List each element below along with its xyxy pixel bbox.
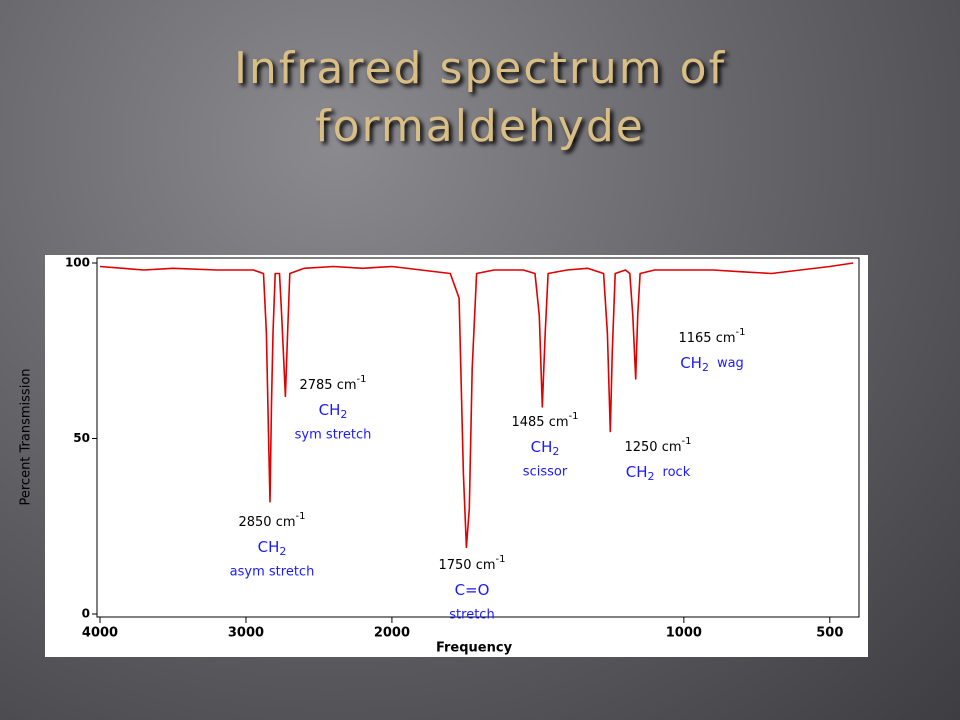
y-tick-label: 0 xyxy=(82,607,90,621)
vibration-mode: scissor xyxy=(523,465,568,480)
x-tick-label: 2000 xyxy=(374,626,410,641)
y-tick-label: 100 xyxy=(65,256,90,270)
x-tick-label: 4000 xyxy=(82,626,118,641)
group-formula: CH xyxy=(258,538,280,556)
x-tick-label: 1000 xyxy=(666,626,702,641)
peak-group: C=O xyxy=(455,581,490,599)
group-formula: C=O xyxy=(455,581,490,599)
peak-group: CH2 xyxy=(531,438,560,459)
peak-group: CH2 wag xyxy=(680,354,744,375)
peak-label: 2850 cm-1 xyxy=(238,511,305,530)
group-subscript: 2 xyxy=(648,470,655,483)
x-axis-label: Frequency xyxy=(436,641,513,656)
vibration-mode: asym stretch xyxy=(230,565,315,580)
x-tick-label: 3000 xyxy=(228,626,264,641)
peak-label: 1750 cm-1 xyxy=(438,554,505,573)
vibration-mode: sym stretch xyxy=(295,428,372,443)
peak-unit-exponent: -1 xyxy=(357,374,367,385)
peak-group: CH2 rock xyxy=(626,463,691,484)
peak-frequency: 2785 cm xyxy=(299,378,356,393)
spectrum-line xyxy=(99,262,854,549)
peak-unit-exponent: -1 xyxy=(736,327,746,338)
peak-frequency: 1250 cm xyxy=(624,440,681,455)
slide-title: Infrared spectrum of formaldehyde xyxy=(0,40,960,156)
vibration-mode: stretch xyxy=(449,608,494,623)
peak-label: 2785 cm-1 xyxy=(299,374,366,393)
y-axis-label: Percent Transmission xyxy=(19,368,34,505)
group-formula: CH xyxy=(680,354,702,372)
group-subscript: 2 xyxy=(552,445,559,458)
group-formula: CH xyxy=(626,463,648,481)
peak-frequency: 1750 cm xyxy=(438,558,495,573)
peak-unit-exponent: -1 xyxy=(496,554,506,565)
peak-frequency: 2850 cm xyxy=(238,515,295,530)
y-tick-label: 50 xyxy=(73,431,90,445)
group-formula: CH xyxy=(531,438,553,456)
peak-unit-exponent: -1 xyxy=(569,411,579,422)
chart-background xyxy=(45,255,868,657)
peak-group: CH2 xyxy=(319,401,348,422)
peak-unit-exponent: -1 xyxy=(296,511,306,522)
peak-group: CH2 xyxy=(258,538,287,559)
group-formula: CH xyxy=(319,401,341,419)
group-subscript: 2 xyxy=(340,408,347,421)
vibration-mode: rock xyxy=(663,465,691,480)
peak-frequency: 1485 cm xyxy=(511,415,568,430)
vibration-mode: wag xyxy=(717,356,744,371)
title-line: formaldehyde xyxy=(315,101,645,152)
plot-frame xyxy=(96,257,860,618)
peak-label: 1485 cm-1 xyxy=(511,411,578,430)
x-tick-label: 500 xyxy=(816,626,843,641)
title-line: Infrared spectrum of xyxy=(233,43,727,94)
peak-label: 1250 cm-1 xyxy=(624,436,691,455)
peak-frequency: 1165 cm xyxy=(678,331,735,346)
group-subscript: 2 xyxy=(279,545,286,558)
group-subscript: 2 xyxy=(702,361,709,374)
peak-label: 1165 cm-1 xyxy=(678,327,745,346)
peak-unit-exponent: -1 xyxy=(682,436,692,447)
